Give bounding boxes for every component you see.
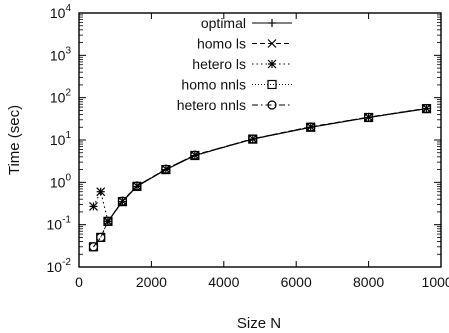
y-tick-exponent: -1 bbox=[62, 215, 71, 226]
y-tick-exponent: -2 bbox=[62, 257, 71, 268]
y-tick-label: 10-1 bbox=[47, 215, 72, 233]
legend-label: hetero nnls bbox=[177, 97, 246, 113]
y-axis-label: Time (sec) bbox=[6, 105, 23, 175]
legend-marker bbox=[267, 39, 277, 48]
series-line bbox=[93, 107, 427, 248]
y-tick-exponent: 1 bbox=[65, 130, 71, 141]
x-axis-label: Size N bbox=[237, 315, 281, 332]
legend-marker bbox=[267, 59, 277, 69]
data-point bbox=[88, 242, 99, 252]
legend-marker bbox=[268, 19, 276, 27]
data-point bbox=[161, 164, 171, 174]
y-tick-label: 101 bbox=[50, 130, 72, 148]
series-layer bbox=[88, 103, 432, 252]
data-point bbox=[103, 216, 113, 226]
x-tick-label: 10000 bbox=[422, 274, 449, 290]
series-homo-ls bbox=[103, 103, 431, 226]
data-point bbox=[248, 134, 258, 144]
data-point bbox=[96, 232, 106, 243]
y-tick-exponent: 3 bbox=[65, 45, 71, 56]
series-line bbox=[93, 190, 109, 222]
series-hetero-nnls bbox=[88, 103, 432, 252]
x-tick-label: 8000 bbox=[353, 274, 384, 290]
y-tick-base: 10 bbox=[50, 90, 66, 106]
y-tick-base: 10 bbox=[50, 174, 66, 190]
x-tick-label: 2000 bbox=[136, 274, 167, 290]
legend-marker bbox=[267, 100, 277, 110]
legend-label: homo ls bbox=[197, 36, 246, 52]
data-point bbox=[190, 150, 200, 160]
y-tick-base: 10 bbox=[50, 5, 66, 21]
data-point bbox=[306, 122, 316, 132]
y-tick-base: 10 bbox=[47, 259, 63, 275]
series-line bbox=[107, 108, 427, 222]
y-tick-exponent: 2 bbox=[65, 88, 71, 99]
data-point bbox=[117, 196, 128, 206]
legend-label: optimal bbox=[201, 15, 246, 31]
x-tick-label: 0 bbox=[75, 274, 83, 290]
x-tick-label: 6000 bbox=[281, 274, 312, 290]
series-line bbox=[107, 107, 427, 222]
y-tick-base: 10 bbox=[50, 47, 66, 63]
legend-label: hetero ls bbox=[192, 56, 246, 72]
plot-area-frame bbox=[78, 12, 442, 268]
y-tick-label: 100 bbox=[50, 172, 72, 190]
y-tick-exponent: 0 bbox=[65, 172, 71, 183]
x-tick-label: 4000 bbox=[208, 274, 239, 290]
y-tick-base: 10 bbox=[47, 217, 63, 233]
legend-marker bbox=[267, 79, 277, 90]
y-tick-label: 10-2 bbox=[47, 257, 72, 275]
series-line bbox=[93, 108, 427, 248]
legend-label: homo nnls bbox=[181, 77, 246, 93]
y-tick-label: 103 bbox=[50, 45, 72, 63]
y-tick-base: 10 bbox=[50, 132, 66, 148]
y-tick-label: 104 bbox=[50, 3, 72, 21]
x-axis: 0 2000 4000 6000 8000 10000 bbox=[75, 13, 449, 290]
y-tick-label: 102 bbox=[50, 88, 72, 106]
data-point bbox=[364, 112, 374, 122]
y-tick-exponent: 4 bbox=[65, 3, 71, 14]
series-optimal bbox=[103, 104, 431, 226]
series-homo-nnls bbox=[88, 104, 432, 252]
data-point bbox=[421, 103, 432, 114]
data-point bbox=[96, 187, 106, 197]
data-point bbox=[89, 201, 98, 211]
data-point bbox=[132, 181, 142, 191]
legend: optimal homo ls hetero ls homo nnls hetero n… bbox=[177, 15, 292, 113]
